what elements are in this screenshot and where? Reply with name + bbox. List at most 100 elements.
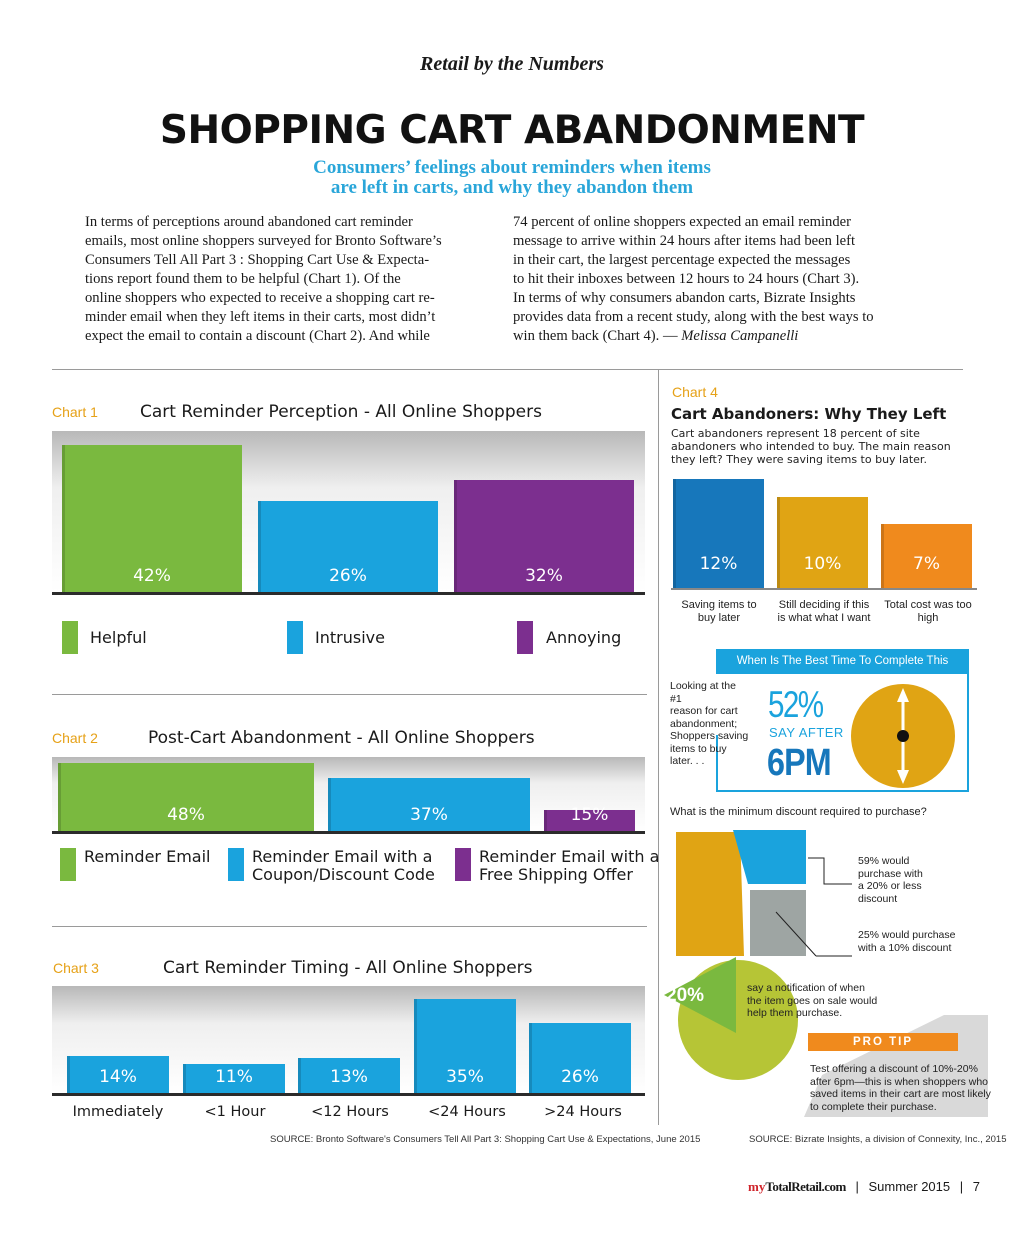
chart1-data-label: 26% bbox=[329, 566, 367, 586]
chart2-plot: 48% 37% 15% bbox=[52, 757, 645, 831]
page-title: SHOPPING CART ABANDONMENT bbox=[159, 108, 865, 153]
article-line: to hit their inboxes between 12 hours to… bbox=[513, 271, 860, 287]
article-line: minder email when they left items in the… bbox=[85, 309, 436, 325]
article-column-left: In terms of perceptions around abandoned… bbox=[85, 213, 505, 346]
note-line: 59% would bbox=[858, 855, 910, 867]
note-line: Shoppers saving bbox=[670, 730, 749, 742]
note-line: after 6pm—this is when shoppers who bbox=[810, 1075, 989, 1088]
best-time-percent: 52% bbox=[768, 684, 824, 725]
chart2-bar-free-shipping bbox=[544, 810, 635, 831]
footer: myTotalRetail.com | Summer 2015 | 7 bbox=[748, 1179, 980, 1194]
subtitle-line: are left in carts, and why they abandon … bbox=[330, 177, 694, 198]
note-line: saved items in their cart are most likel… bbox=[810, 1088, 991, 1100]
chart3-data-label: 11% bbox=[215, 1067, 253, 1087]
chart3-bar bbox=[414, 999, 516, 1093]
chart4-plot: 12% 10% 7% bbox=[671, 470, 977, 588]
tick-line: Still deciding if this bbox=[778, 599, 870, 611]
chart-divider bbox=[52, 694, 647, 695]
clock-icon bbox=[851, 684, 955, 788]
tick-line: is what what I want bbox=[777, 612, 871, 624]
pro-tip-badge: PRO TIP bbox=[808, 1033, 958, 1051]
legend-line: Reminder Email with a bbox=[479, 847, 660, 866]
page-subtitle: Consumers’ feelings about reminders when… bbox=[0, 158, 1024, 198]
chart3-title: Cart Reminder Timing - All Online Shoppe… bbox=[163, 958, 533, 978]
chart3-x-tick: Immediately bbox=[72, 1104, 164, 1120]
chart2-data-label: 15% bbox=[570, 805, 609, 825]
chart3-bar bbox=[298, 1058, 400, 1093]
notify-percent: 20% bbox=[666, 985, 705, 1006]
article-line: In terms of perceptions around abandoned… bbox=[85, 214, 413, 230]
legend-swatch-annoying bbox=[517, 621, 533, 654]
article-column-right: 74 percent of online shoppers expected a… bbox=[513, 213, 933, 346]
discount-diagram bbox=[676, 830, 852, 957]
chart4-bar bbox=[881, 524, 972, 588]
chart1-plot: 42% 26% 32% bbox=[52, 431, 645, 592]
chart4-title: Cart Abandoners: Why They Left bbox=[671, 405, 947, 423]
chart3-x-tick: >24 Hours bbox=[544, 1104, 622, 1120]
chart4-bar bbox=[673, 479, 764, 588]
chart3-data-label: 14% bbox=[99, 1067, 137, 1087]
chart4-tag: Chart 4 bbox=[672, 384, 718, 400]
subtitle-line: Cart abandoners represent 18 percent of … bbox=[671, 427, 920, 440]
best-time-frame bbox=[716, 674, 969, 792]
legend-label: Intrusive bbox=[315, 628, 385, 647]
chart1-title: Cart Reminder Perception - All Online Sh… bbox=[140, 402, 542, 422]
article-line: provides data from a recent study, along… bbox=[513, 309, 874, 325]
best-time-note: Looking at the #1 reason for cart abando… bbox=[670, 680, 750, 768]
note-line: reason for cart bbox=[670, 705, 738, 717]
tick-line: buy later bbox=[697, 612, 741, 624]
article-line: online shoppers who expected to receive … bbox=[85, 290, 435, 306]
chart2-title: Post-Cart Abandonment - All Online Shopp… bbox=[148, 728, 535, 748]
note-line: 25% would purchase bbox=[858, 929, 956, 941]
article-line-text: win them back (Chart 4). — bbox=[513, 328, 682, 344]
chart1-data-label: 32% bbox=[525, 566, 563, 586]
chart4-subtitle: Cart abandoners represent 18 percent of … bbox=[671, 427, 951, 466]
note-line: later. . . bbox=[670, 755, 705, 767]
column-divider bbox=[658, 369, 659, 1125]
legend-line: Reminder Email with a bbox=[252, 847, 433, 866]
note-line: Test offering a discount of 10%-20% bbox=[810, 1063, 978, 1075]
discount-59-note: 59% would purchase with a 20% or less di… bbox=[858, 855, 923, 905]
chart2-data-label: 37% bbox=[410, 805, 448, 825]
legend-line: Free Shipping Offer bbox=[479, 865, 633, 884]
legend-label: Reminder Email bbox=[84, 848, 210, 866]
note-line: Looking at the #1 bbox=[670, 680, 736, 705]
chart1-baseline bbox=[52, 592, 645, 595]
best-time-say: SAY AFTER bbox=[769, 725, 844, 740]
notify-graphic bbox=[664, 957, 988, 1117]
chart3-data-label: 13% bbox=[330, 1067, 368, 1087]
chart3-x-tick: <1 Hour bbox=[204, 1104, 266, 1120]
legend-swatch-reminder-email bbox=[60, 848, 76, 881]
top-divider bbox=[52, 369, 963, 370]
chart4-x-tick: Total cost was too high bbox=[878, 599, 978, 625]
page-number: 7 bbox=[972, 1179, 980, 1194]
article-line: expect the email to contain a discount (… bbox=[85, 328, 430, 344]
chart1-bar-helpful bbox=[62, 445, 242, 592]
note-line: say a notification of when bbox=[747, 982, 865, 994]
note-line: with a 10% discount bbox=[858, 941, 952, 954]
tick-line: Saving items to bbox=[681, 599, 757, 611]
legend-swatch-coupon bbox=[228, 848, 244, 881]
source-note-left: SOURCE: Bronto Software's Consumers Tell… bbox=[270, 1134, 701, 1145]
chart4-data-label: 7% bbox=[913, 554, 940, 574]
byline: Melissa Campanelli bbox=[681, 328, 799, 344]
note-line: items to buy bbox=[670, 742, 727, 755]
legend-label: Helpful bbox=[90, 628, 147, 647]
article-line: in their cart, the largest percentage ex… bbox=[513, 252, 851, 268]
note-line: to complete their purchase. bbox=[810, 1100, 937, 1113]
note-line: discount bbox=[858, 892, 898, 905]
article-line: emails, most online shoppers surveyed fo… bbox=[85, 233, 442, 249]
note-line: the item goes on sale would bbox=[747, 994, 878, 1007]
tick-line: Total cost was too bbox=[884, 599, 972, 611]
article-line: message to arrive within 24 hours after … bbox=[513, 233, 856, 249]
chart3-baseline bbox=[52, 1093, 645, 1096]
tick-line: high bbox=[917, 612, 939, 624]
note-line: a 20% or less bbox=[858, 880, 922, 892]
chart2-tag: Chart 2 bbox=[52, 730, 98, 746]
discount-25-note: 25% would purchase with a 10% discount bbox=[858, 929, 955, 954]
legend-swatch-intrusive bbox=[287, 621, 303, 654]
source-note-right: SOURCE: Bizrate Insights, a division of … bbox=[749, 1134, 1007, 1145]
legend-label: Reminder Email with a Coupon/Discount Co… bbox=[252, 848, 435, 884]
note-line: help them purchase. bbox=[747, 1007, 843, 1019]
article-line: 74 percent of online shoppers expected a… bbox=[513, 214, 851, 230]
